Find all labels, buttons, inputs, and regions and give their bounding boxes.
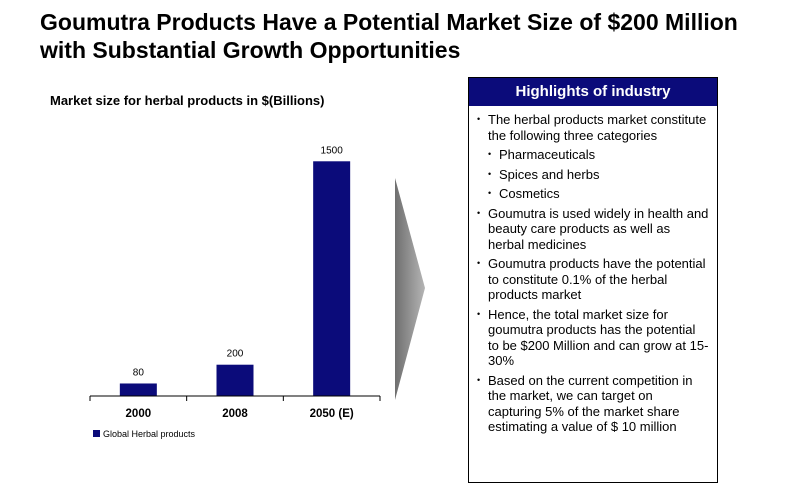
highlights-panel: Highlights of industry • The herbal prod… (468, 77, 718, 483)
bar (216, 364, 254, 396)
bullet: • (488, 188, 492, 198)
bullet: • (488, 168, 492, 179)
x-tick-label: 2000 (126, 408, 152, 420)
highlights-header: Highlights of industry (469, 78, 717, 106)
sub-list-item-text: Cosmetics (499, 186, 560, 201)
x-tick-label: 2050 (E) (310, 408, 354, 420)
bullet: • (477, 114, 481, 124)
highlights-list: • The herbal products market constitute … (469, 106, 717, 435)
chevron-right-icon (395, 178, 425, 400)
data-label: 200 (227, 349, 244, 360)
sub-list-item: • Spices and herbs (488, 167, 709, 183)
sub-list-item: • Cosmetics (488, 186, 709, 202)
list-item-text: The herbal products market constitute th… (488, 112, 707, 143)
x-tick-label: 2008 (222, 408, 248, 420)
list-item: • The herbal products market constitute … (477, 112, 709, 143)
slide-title: Goumutra Products Have a Potential Marke… (40, 9, 738, 63)
sub-list-item: • Pharmaceuticals (488, 147, 709, 163)
list-item-text: Goumutra products have the potential to … (488, 256, 706, 302)
sub-list-item-text: Pharmaceuticals (499, 147, 596, 162)
data-label: 1500 (321, 145, 344, 156)
bar-chart: 80 2000 200 2008 1500 2050 (E) Global Herbal p… (89, 145, 381, 439)
list-item: • Goumutra is used widely in health and … (477, 206, 709, 253)
chart-title: Market size for herbal products in $(Bil… (50, 93, 325, 108)
data-label: 80 (133, 367, 145, 378)
bullet: • (488, 149, 492, 159)
list-item-text: Based on the current competition in the … (488, 372, 693, 435)
bullet: • (477, 374, 481, 385)
list-item-text: Goumutra is used widely in health and be… (488, 205, 709, 252)
bar (119, 383, 157, 396)
list-item: • Based on the current competition in th… (477, 373, 709, 435)
legend-label: Global Herbal products (103, 429, 196, 439)
list-item: • Hence, the total market size for goumu… (477, 307, 709, 369)
list-item-text: Hence, the total market size for goumutr… (488, 306, 709, 369)
sub-list-item-text: Spices and herbs (499, 166, 600, 182)
list-item: • Goumutra products have the potential t… (477, 256, 709, 303)
bullet: • (477, 308, 481, 319)
bullet: • (477, 207, 481, 218)
legend-swatch (93, 430, 100, 437)
bullet: • (477, 258, 481, 268)
bar (313, 161, 351, 396)
